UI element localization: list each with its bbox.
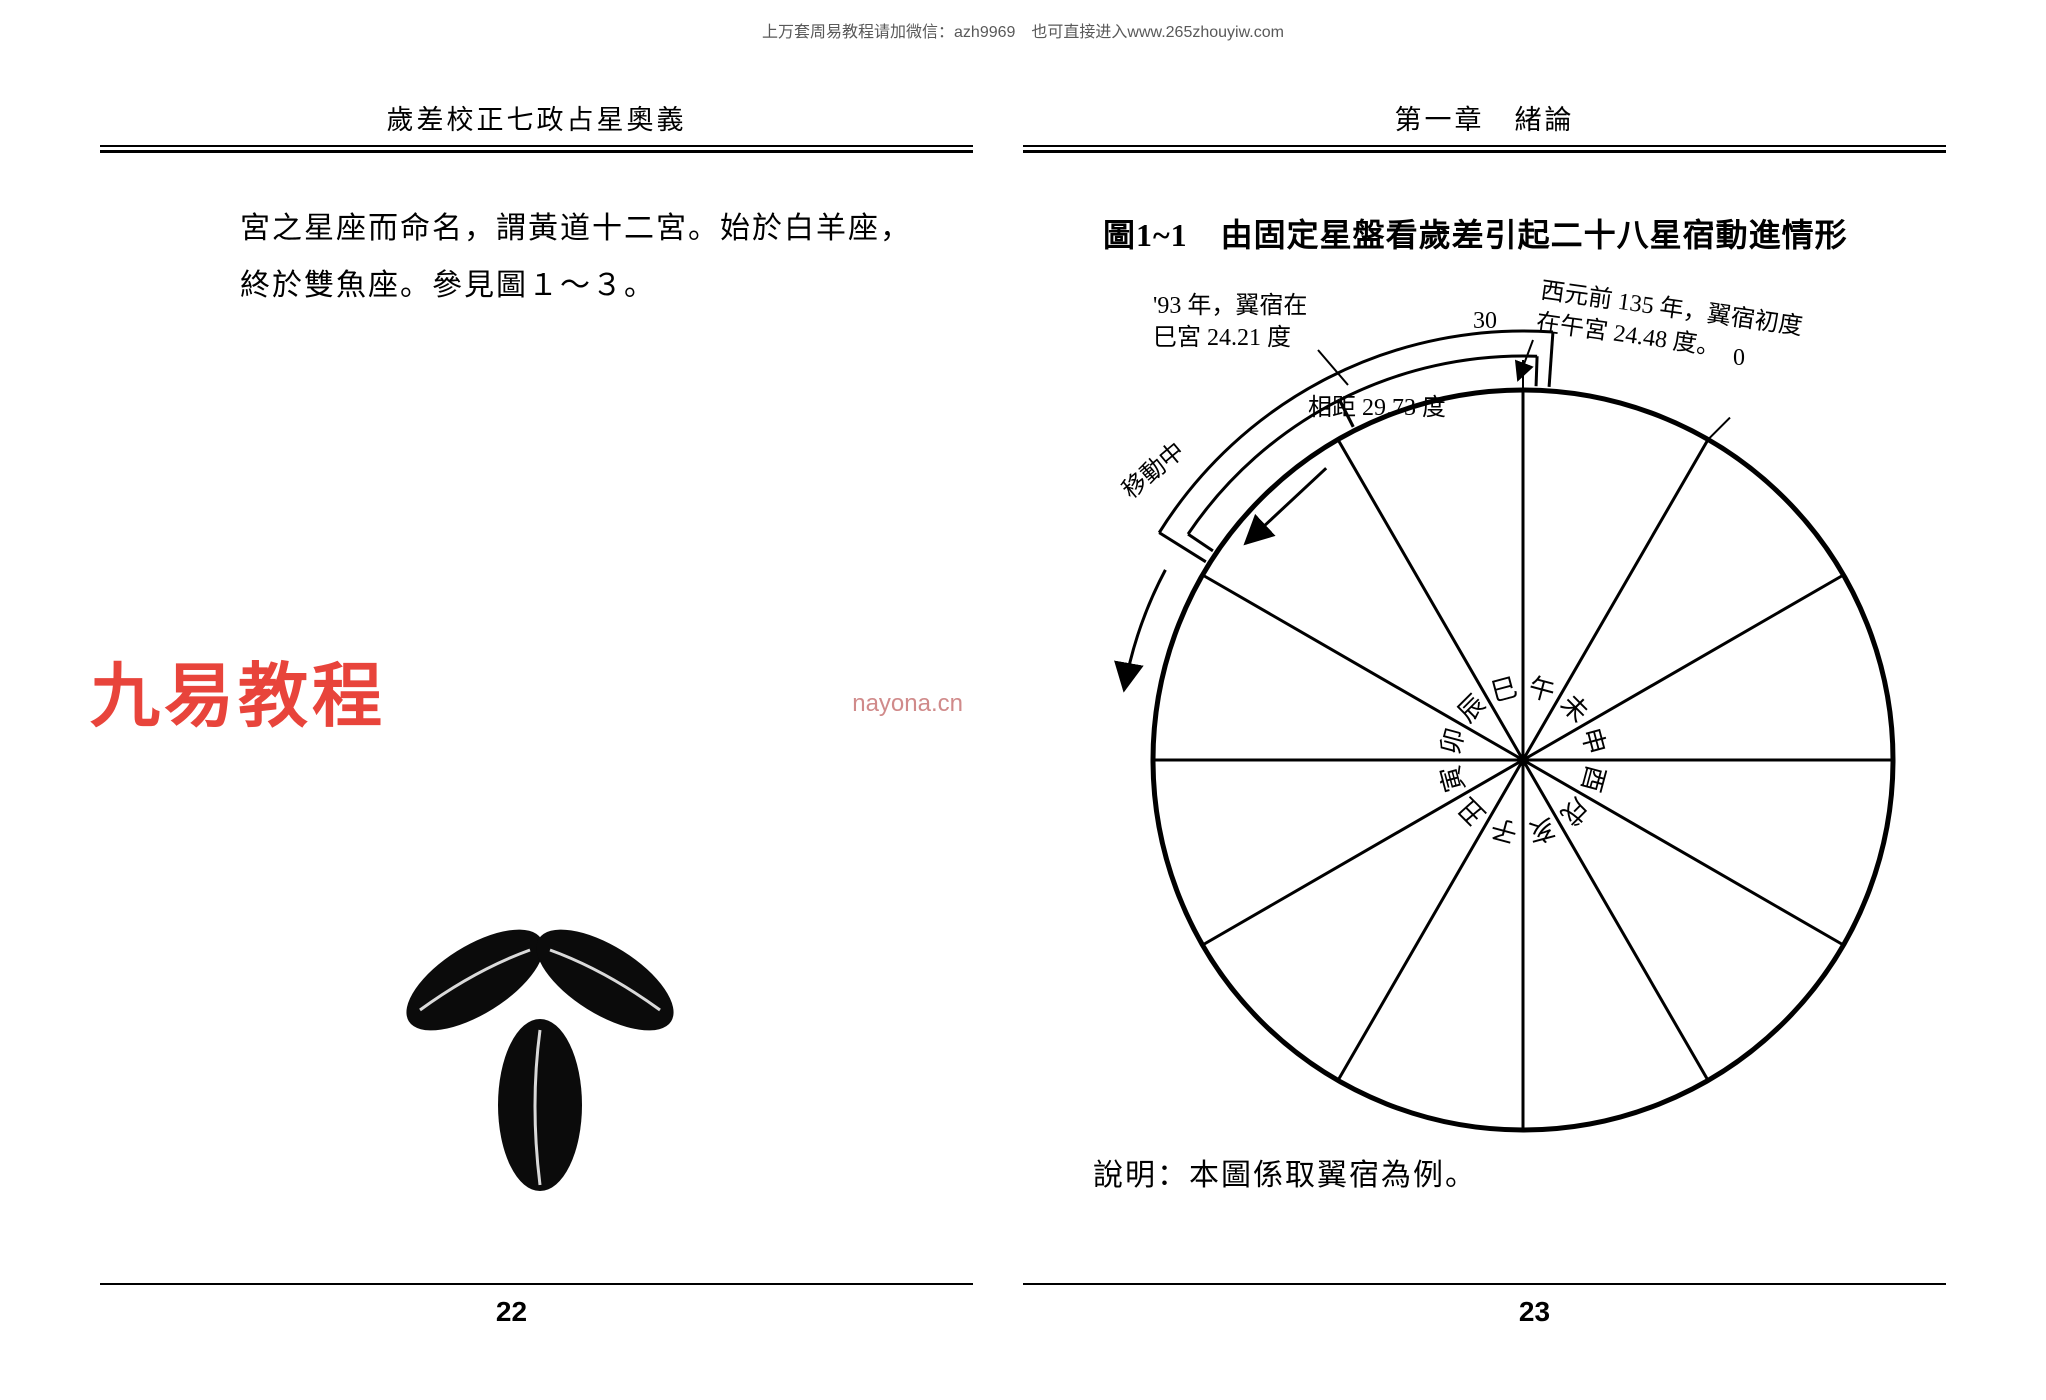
svg-text:子: 子 xyxy=(1488,813,1521,848)
page-right: 第一章 緒論 圖1~1 由固定星盤看歲差引起二十八星宿動進情形 巳午未申酉戌亥子… xyxy=(1023,0,2046,1400)
svg-text:巳: 巳 xyxy=(1488,673,1521,708)
page-number-right: 23 xyxy=(1023,1296,2046,1328)
watermark-main: 九易教程 xyxy=(90,640,386,741)
svg-text:卯: 卯 xyxy=(1436,725,1471,758)
annot-distance: 相距 29.73 度 xyxy=(1308,392,1446,424)
svg-text:寅: 寅 xyxy=(1436,762,1471,795)
header-title-left: 歲差校正七政占星奧義 xyxy=(100,98,973,145)
precession-chart: 巳午未申酉戌亥子丑寅卯辰 '93 年，翼宿在 巳宮 24.21 度 30 西元前… xyxy=(1063,280,1963,1180)
svg-text:酉: 酉 xyxy=(1576,762,1611,795)
body-line-2: 終於雙魚座。參見圖１～３。 xyxy=(240,257,912,314)
figure-caption: 說明：本圖係取翼宿為例。 xyxy=(1093,1150,1477,1194)
body-text: 宮之星座而命名，謂黃道十二宮。始於白羊座， 終於雙魚座。參見圖１～３。 xyxy=(240,200,912,314)
tick-30: 30 xyxy=(1473,305,1497,337)
watermark-small: nayona.cn xyxy=(852,690,963,718)
svg-text:亥: 亥 xyxy=(1525,813,1558,848)
footer-rule-right xyxy=(1023,1283,1946,1285)
header-title-right: 第一章 緒論 xyxy=(1023,98,1946,145)
page-left: 歲差校正七政占星奧義 宮之星座而命名，謂黃道十二宮。始於白羊座， 終於雙魚座。參… xyxy=(0,0,1023,1400)
svg-text:申: 申 xyxy=(1576,725,1611,758)
header-right: 第一章 緒論 xyxy=(1023,98,1946,153)
page-number-left: 22 xyxy=(0,1296,1023,1328)
leaf-ornament-icon xyxy=(380,900,700,1225)
body-line-1: 宮之星座而命名，謂黃道十二宮。始於白羊座， xyxy=(240,200,912,257)
svg-text:午: 午 xyxy=(1525,673,1558,708)
tick-0: 0 xyxy=(1733,342,1745,374)
annot-left: '93 年，翼宿在 巳宮 24.21 度 xyxy=(1153,290,1307,355)
header-left: 歲差校正七政占星奧義 xyxy=(100,98,973,153)
figure-title: 圖1~1 由固定星盤看歲差引起二十八星宿動進情形 xyxy=(1103,210,1848,256)
footer-rule-left xyxy=(100,1283,973,1285)
